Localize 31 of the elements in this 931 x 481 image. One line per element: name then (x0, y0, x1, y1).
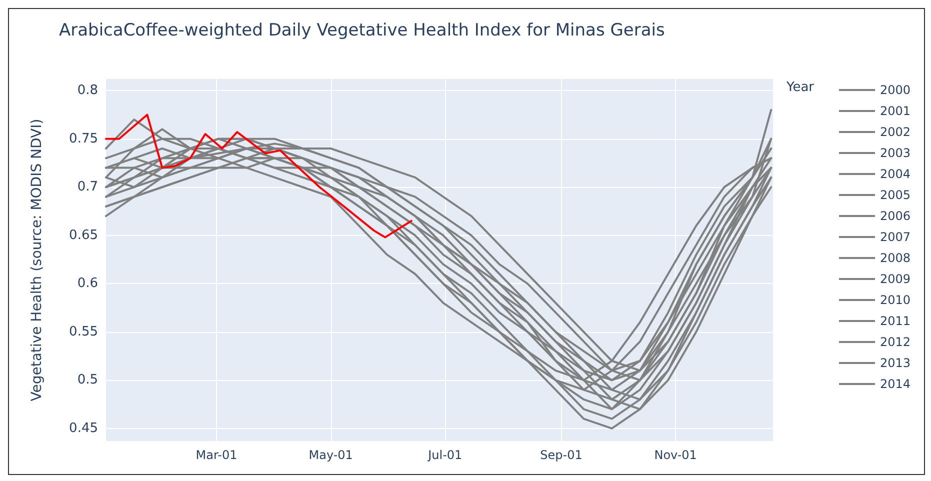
y-tick-label: 0.6 (77, 276, 98, 292)
y-tick-label: 0.45 (69, 420, 98, 436)
y-axis-title: Vegetative Health (source: MODIS NDVI) (29, 118, 45, 402)
y-tick-label: 0.5 (77, 372, 98, 388)
legend-label: 2005 (880, 188, 911, 202)
legend-label: 2001 (880, 104, 911, 118)
legend-label: 2004 (880, 167, 911, 181)
legend-label: 2012 (880, 335, 911, 349)
legend-label: 2013 (880, 356, 911, 370)
y-tick-label: 0.7 (77, 180, 98, 195)
x-tick-label: Mar-01 (196, 448, 238, 462)
legend-label: 2014 (880, 377, 911, 391)
legend-label: 2011 (880, 314, 911, 328)
legend-label: 2007 (880, 230, 911, 244)
legend-label: 2010 (880, 293, 911, 307)
x-tick-label: May-01 (308, 448, 353, 462)
legend-label: 2009 (880, 272, 911, 286)
chart-title: ArabicaCoffee-weighted Daily Vegetative Health Index for Minas Gerais (59, 20, 665, 40)
legend-title: Year (785, 80, 815, 95)
y-tick-label: 0.8 (77, 83, 98, 98)
legend-label: 2003 (880, 146, 911, 160)
legend-label: 2006 (880, 209, 911, 223)
legend-label: 2008 (880, 251, 911, 265)
x-tick-label: Sep-01 (540, 448, 582, 462)
y-tick-label: 0.65 (69, 228, 98, 243)
legend-label: 2002 (880, 125, 911, 139)
x-tick-label: Jul-01 (427, 448, 462, 462)
legend-label: 2000 (880, 83, 911, 97)
y-tick-label: 0.75 (69, 131, 98, 146)
y-tick-label: 0.55 (69, 324, 98, 340)
x-tick-label: Nov-01 (654, 448, 697, 462)
